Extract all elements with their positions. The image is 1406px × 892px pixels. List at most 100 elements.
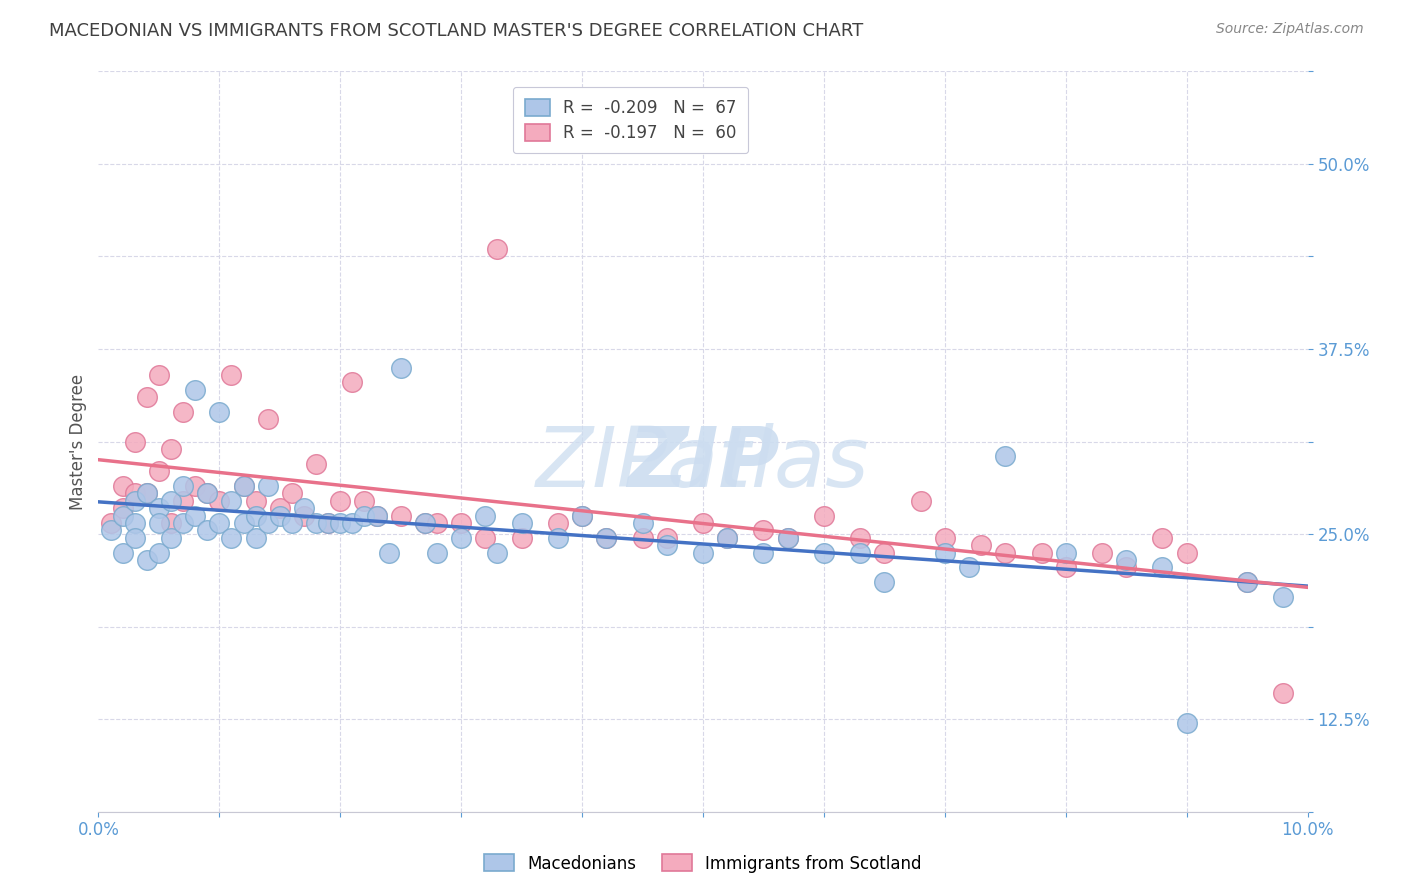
Point bbox=[172, 405, 194, 419]
Point bbox=[1272, 590, 1295, 604]
Point bbox=[292, 508, 315, 523]
Point bbox=[957, 560, 980, 574]
Point bbox=[305, 457, 328, 471]
Point bbox=[716, 531, 738, 545]
Point bbox=[124, 434, 146, 449]
Point bbox=[111, 479, 134, 493]
Point bbox=[135, 486, 157, 500]
Point bbox=[813, 508, 835, 523]
Point bbox=[776, 531, 799, 545]
Point bbox=[813, 546, 835, 560]
Point bbox=[692, 516, 714, 530]
Point bbox=[910, 493, 932, 508]
Point bbox=[752, 546, 775, 560]
Point bbox=[450, 516, 472, 530]
Point bbox=[208, 516, 231, 530]
Point bbox=[124, 516, 146, 530]
Point bbox=[426, 546, 449, 560]
Point bbox=[413, 516, 436, 530]
Point bbox=[994, 546, 1017, 560]
Point bbox=[184, 508, 207, 523]
Point bbox=[316, 516, 339, 530]
Point bbox=[148, 464, 170, 478]
Point bbox=[970, 538, 993, 552]
Point bbox=[547, 531, 569, 545]
Point bbox=[873, 575, 896, 590]
Point bbox=[1115, 560, 1137, 574]
Point bbox=[510, 531, 533, 545]
Text: Source: ZipAtlas.com: Source: ZipAtlas.com bbox=[1216, 22, 1364, 37]
Point bbox=[873, 546, 896, 560]
Point bbox=[329, 493, 352, 508]
Point bbox=[595, 531, 617, 545]
Point bbox=[631, 531, 654, 545]
Point bbox=[245, 531, 267, 545]
Point bbox=[849, 546, 872, 560]
Point bbox=[655, 538, 678, 552]
Point bbox=[221, 531, 243, 545]
Point bbox=[1031, 546, 1053, 560]
Point bbox=[111, 508, 134, 523]
Legend: R =  -0.209   N =  67, R =  -0.197   N =  60: R = -0.209 N = 67, R = -0.197 N = 60 bbox=[513, 87, 748, 153]
Point bbox=[100, 524, 122, 538]
Point bbox=[221, 493, 243, 508]
Point bbox=[184, 383, 207, 397]
Point bbox=[124, 486, 146, 500]
Point bbox=[124, 493, 146, 508]
Point bbox=[172, 479, 194, 493]
Point bbox=[160, 531, 183, 545]
Point bbox=[353, 493, 375, 508]
Y-axis label: Master's Degree: Master's Degree bbox=[69, 374, 87, 509]
Point bbox=[245, 493, 267, 508]
Text: ZIP: ZIP bbox=[627, 423, 779, 504]
Point bbox=[111, 501, 134, 516]
Point bbox=[366, 508, 388, 523]
Point bbox=[208, 493, 231, 508]
Point bbox=[232, 479, 254, 493]
Point bbox=[232, 516, 254, 530]
Point bbox=[269, 501, 291, 516]
Point bbox=[160, 493, 183, 508]
Point bbox=[486, 546, 509, 560]
Point bbox=[148, 516, 170, 530]
Point bbox=[245, 508, 267, 523]
Point bbox=[135, 553, 157, 567]
Point bbox=[1054, 560, 1077, 574]
Point bbox=[1091, 546, 1114, 560]
Legend: Macedonians, Immigrants from Scotland: Macedonians, Immigrants from Scotland bbox=[478, 847, 928, 880]
Point bbox=[172, 493, 194, 508]
Point bbox=[281, 486, 304, 500]
Point bbox=[474, 531, 496, 545]
Point bbox=[100, 516, 122, 530]
Point bbox=[256, 412, 278, 426]
Point bbox=[269, 508, 291, 523]
Point bbox=[389, 360, 412, 375]
Point bbox=[934, 546, 956, 560]
Point bbox=[148, 546, 170, 560]
Text: ZIPatlas: ZIPatlas bbox=[536, 423, 870, 504]
Point bbox=[342, 516, 364, 530]
Point bbox=[571, 508, 593, 523]
Point bbox=[292, 501, 315, 516]
Text: MACEDONIAN VS IMMIGRANTS FROM SCOTLAND MASTER'S DEGREE CORRELATION CHART: MACEDONIAN VS IMMIGRANTS FROM SCOTLAND M… bbox=[49, 22, 863, 40]
Point bbox=[1175, 546, 1198, 560]
Point bbox=[692, 546, 714, 560]
Point bbox=[148, 501, 170, 516]
Point bbox=[776, 531, 799, 545]
Point bbox=[413, 516, 436, 530]
Point bbox=[377, 546, 399, 560]
Point bbox=[1152, 560, 1174, 574]
Point bbox=[366, 508, 388, 523]
Point bbox=[195, 486, 218, 500]
Point bbox=[221, 368, 243, 382]
Point bbox=[474, 508, 496, 523]
Point bbox=[389, 508, 412, 523]
Point bbox=[135, 486, 157, 500]
Point bbox=[655, 531, 678, 545]
Point bbox=[1236, 575, 1258, 590]
Point bbox=[450, 531, 472, 545]
Point bbox=[184, 479, 207, 493]
Point bbox=[631, 516, 654, 530]
Point bbox=[305, 516, 328, 530]
Point bbox=[1054, 546, 1077, 560]
